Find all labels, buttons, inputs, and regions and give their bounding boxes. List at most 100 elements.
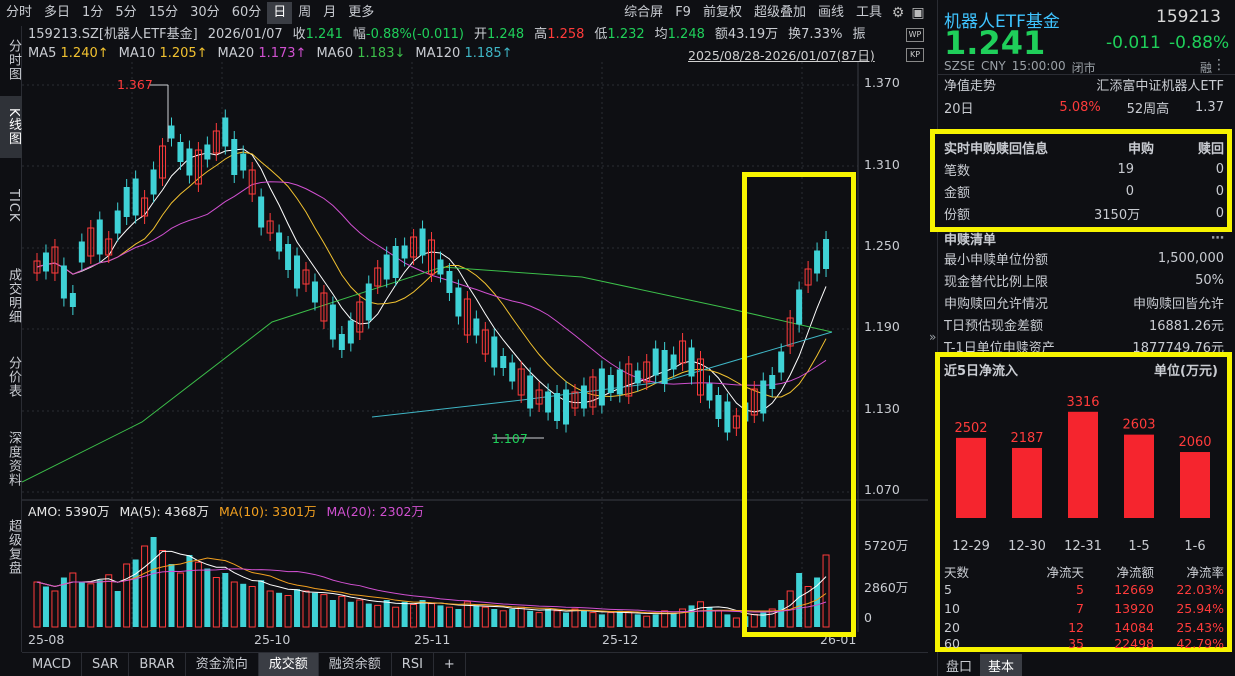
realtime-row-sell: 0 [1215,206,1224,221]
volume-bar [78,582,85,627]
row-net-amount: 13920 [1114,600,1154,616]
volume-bar [204,568,211,627]
period-15min[interactable]: 15分 [148,5,179,20]
candle-body [168,125,175,139]
inflow-bar [1012,447,1042,518]
list-more-icon[interactable]: ⋯ [1211,231,1224,246]
tab-macd[interactable]: MACD [22,653,82,676]
market-status-line: SZSE CNY 15:00:00 闭市 [944,59,1096,76]
volume-bar [768,608,776,628]
amount-value: 43.19万 [727,27,779,42]
volume-bar [445,606,453,628]
more-menu-icon[interactable]: ⋮ [1212,57,1226,73]
candle-body [410,236,418,258]
volume-bar [527,610,534,627]
tool-super-overlay[interactable]: 超级叠加 [753,5,806,20]
volume-bar [517,606,525,628]
period-day[interactable]: 日 [267,2,293,24]
price-tick-1370: 1.370 [864,75,900,90]
tool-tools[interactable]: 工具 [855,5,882,20]
period-5min[interactable]: 5分 [115,5,137,20]
volume-bar [159,550,167,628]
candle-body [123,187,130,217]
candle-body [481,329,489,355]
turnover-info: 换7.33% [788,26,842,44]
period-week[interactable]: 周 [298,5,312,20]
volume-bar [51,590,59,628]
candle-body [204,144,211,160]
volume-bar [706,607,713,627]
period-1min[interactable]: 1分 [82,5,104,20]
wp-badge-icon[interactable]: WP [906,28,924,42]
row-net-rate: 22.03% [1176,581,1224,597]
realtime-row-buy: 19 [1117,162,1134,177]
volume-bar [410,604,418,628]
period-month[interactable]: 月 [323,5,337,20]
candle-body [823,239,830,269]
volume-bar [499,610,507,628]
volume-bar [60,577,67,627]
ma20-value: 1.173↑ [258,46,307,61]
period-toolbar: 分时 多日 1分 5分 15分 30分 60分 日 周 月 更多 综合屏 F9 … [0,0,928,26]
ma60-name: MA60 [316,46,354,61]
tab-fund-flow[interactable]: 资金流向 [186,653,259,676]
window-toggle-icon[interactable]: ▣ [911,5,925,21]
tab-turnover-amount[interactable]: 成交额 [258,653,319,676]
exchange-label: SZSE [944,59,976,73]
tab-tick[interactable]: TICK [6,189,21,223]
volume-bar [69,572,77,628]
tab-super-review[interactable]: 超级复盘 [6,519,21,575]
candle-body [231,139,238,175]
tab-sar[interactable]: SAR [82,653,130,676]
kline-chart-canvas[interactable] [22,62,928,652]
tab-order-book[interactable]: 盘口 [946,660,973,675]
volume-bar [697,601,705,628]
tab-margin-balance[interactable]: 融资余额 [319,653,392,676]
period-more[interactable]: 更多 [348,5,375,20]
add-indicator-icon[interactable]: + [434,653,466,676]
tool-draw-line[interactable]: 画线 [817,5,844,20]
candle-body [96,219,103,255]
tab-rsi[interactable]: RSI [392,653,434,676]
tab-kline-chart[interactable]: K线图 [0,96,22,158]
candle-body [535,389,543,405]
period-30min[interactable]: 30分 [190,5,220,20]
volume-bar [822,554,830,628]
settings-gear-icon[interactable]: ⚙ [891,5,905,21]
tab-brar[interactable]: BRAR [129,653,186,676]
amo-ma20: MA(20): 2302万 [326,504,425,519]
volume-bar [607,612,615,628]
candle-body [87,227,95,257]
candle-body [571,391,579,409]
tool-f9[interactable]: F9 [675,5,691,20]
inflow-bar [1068,411,1098,518]
tab-trade-details[interactable]: 成交明细 [6,268,21,324]
tab-basic-info[interactable]: 基本 [980,654,1023,676]
volume-bar [419,600,426,627]
period-multiday[interactable]: 多日 [44,5,71,20]
tab-intraday-chart[interactable]: 分时图 [6,39,21,81]
candle-body [688,347,695,377]
candle-body [607,375,614,393]
tool-composite-screen[interactable]: 综合屏 [624,5,664,20]
volume-bar [194,561,202,628]
indicator-tabs: MACD SAR BRAR 资金流向 成交额 融资余额 RSI + [22,652,928,676]
tool-forward-adjust[interactable]: 前复权 [702,5,742,20]
ma10-legend: MA10 1.205↑ [119,45,208,63]
date-range-link[interactable]: 2025/08/28-2026/01/07(87日) [688,48,875,63]
col-net-days: 净流天 [1046,565,1084,580]
open-value: 1.248 [486,27,525,42]
tab-depth-data[interactable]: 深度资料 [6,431,21,487]
candle-body [670,354,677,370]
candle-body [320,292,328,322]
amount-label: 额 [714,27,728,42]
period-intraday[interactable]: 分时 [6,5,33,20]
kp-badge-icon[interactable]: KP [906,48,924,62]
volume-bar [150,537,157,627]
period-60min[interactable]: 60分 [231,5,262,20]
volume-bar [463,601,471,628]
tab-price-table[interactable]: 分价表 [6,356,21,398]
realtime-row-label: 笔数 [944,164,971,179]
candle-body [598,368,605,406]
collapse-panel-icon[interactable]: » [929,330,937,344]
